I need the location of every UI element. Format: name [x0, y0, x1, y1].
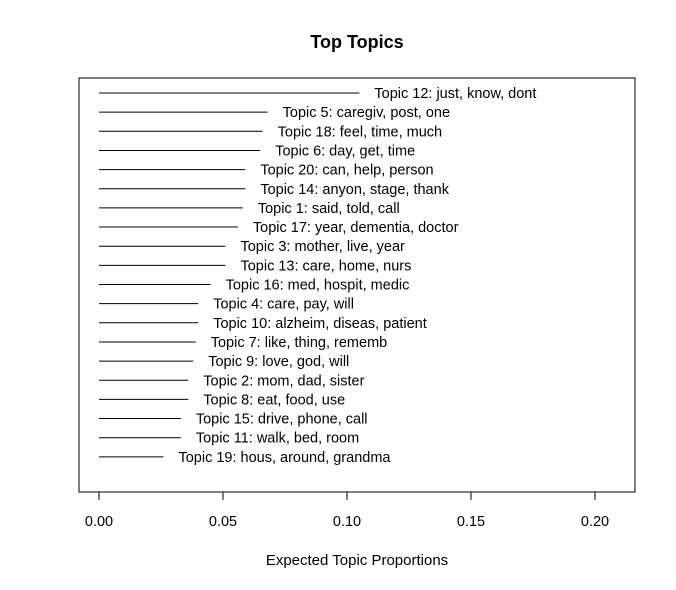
- bar-label: Topic 17: year, dementia, doctor: [253, 220, 459, 236]
- bar-label: Topic 6: day, get, time: [275, 143, 415, 159]
- bar-group: Topic 12: just, know, dont Topic 5: careg…: [99, 86, 536, 466]
- chart-title: Top Topics: [310, 32, 403, 52]
- x-tick-label: 0.05: [209, 514, 237, 530]
- bar-label: Topic 9: love, god, will: [208, 354, 349, 370]
- bar-label: Topic 12: just, know, dont: [374, 86, 536, 102]
- bar-label: Topic 3: mother, live, year: [240, 239, 405, 255]
- bar-label: Topic 1: said, told, call: [258, 201, 400, 217]
- bar-label: Topic 4: care, pay, will: [213, 297, 354, 313]
- bar-label: Topic 13: care, home, nurs: [240, 258, 411, 274]
- bar-label: Topic 5: caregiv, post, one: [283, 105, 450, 121]
- x-axis-ticks: 0.00 0.05 0.10 0.15 0.20: [85, 492, 609, 530]
- bar-label: Topic 8: eat, food, use: [203, 392, 345, 408]
- bar-label: Topic 20: can, help, person: [260, 163, 433, 179]
- bar-label: Topic 7: like, thing, rememb: [211, 335, 388, 351]
- bar-label: Topic 2: mom, dad, sister: [203, 373, 364, 389]
- x-tick-label: 0.20: [581, 514, 609, 530]
- bar-label: Topic 11: walk, bed, room: [196, 431, 359, 447]
- x-tick-label: 0.10: [333, 514, 361, 530]
- bar-label: Topic 15: drive, phone, call: [196, 412, 368, 428]
- bar-label: Topic 18: feel, time, much: [278, 124, 442, 140]
- x-axis-title: Expected Topic Proportions: [266, 552, 448, 569]
- bar-label: Topic 19: hous, around, grandma: [178, 450, 391, 466]
- x-tick-label: 0.15: [457, 514, 485, 530]
- x-tick-label: 0.00: [85, 514, 113, 530]
- bar-label: Topic 10: alzheim, diseas, patient: [213, 316, 427, 332]
- bar-label: Topic 16: med, hospit, medic: [226, 278, 410, 294]
- bar-label: Topic 14: anyon, stage, thank: [260, 182, 449, 198]
